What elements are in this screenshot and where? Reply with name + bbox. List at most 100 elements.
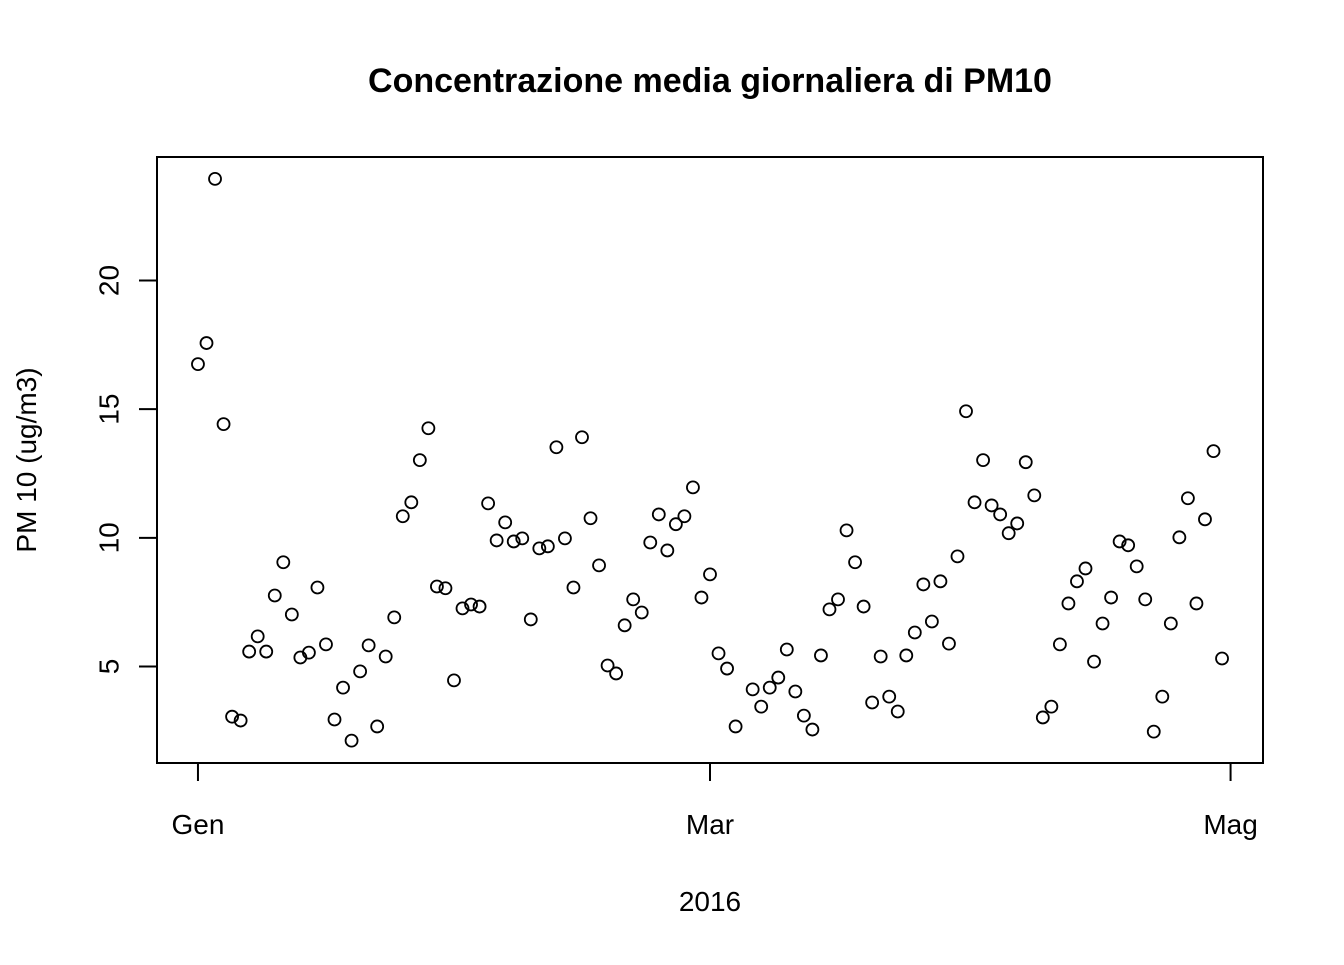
point <box>916 577 931 592</box>
point <box>438 581 453 596</box>
point <box>1138 592 1153 607</box>
point <box>1070 574 1084 589</box>
point <box>634 605 649 620</box>
y-tick-label: 15 <box>93 394 124 425</box>
point <box>583 511 598 526</box>
chart-title: Concentrazione media giornaliera di PM10 <box>368 62 1052 100</box>
point <box>421 421 436 436</box>
point <box>481 496 496 511</box>
x-tick-label: Mar <box>686 809 734 840</box>
point <box>856 599 871 614</box>
point <box>1146 724 1161 739</box>
point <box>1010 516 1025 531</box>
point <box>822 602 837 617</box>
y-tick-label: 5 <box>93 659 124 675</box>
point <box>1129 559 1144 574</box>
point <box>882 689 897 704</box>
point <box>1018 455 1033 470</box>
point <box>327 712 342 727</box>
point <box>191 357 205 372</box>
point <box>899 648 914 663</box>
point <box>626 592 641 607</box>
point <box>728 719 743 734</box>
point <box>1001 526 1016 541</box>
point <box>412 453 427 468</box>
point <box>1061 596 1076 611</box>
plot-frame <box>156 156 1264 764</box>
y-tick-label: 20 <box>93 265 124 296</box>
point <box>250 629 265 644</box>
point <box>907 625 922 640</box>
point <box>950 549 965 564</box>
point <box>959 404 973 419</box>
x-tick-label: Mag <box>1203 809 1257 840</box>
point <box>532 541 547 556</box>
point <box>310 580 325 595</box>
point <box>361 638 376 653</box>
point <box>711 646 726 661</box>
point <box>933 574 948 589</box>
point <box>302 645 316 660</box>
point <box>745 682 760 697</box>
point <box>344 733 359 748</box>
point <box>208 171 222 186</box>
point <box>720 661 734 676</box>
point <box>788 684 803 699</box>
point <box>762 680 777 695</box>
point <box>506 534 521 549</box>
point <box>924 614 939 629</box>
y-axis-label: PM 10 (ug/m3) <box>11 367 42 552</box>
point <box>353 664 368 679</box>
point <box>276 555 291 570</box>
point <box>600 658 615 673</box>
point <box>455 601 470 616</box>
point <box>233 713 248 728</box>
point <box>592 558 606 573</box>
point <box>984 498 999 513</box>
point <box>694 590 709 605</box>
point <box>199 336 214 350</box>
point <box>814 648 828 663</box>
point <box>643 535 658 550</box>
y-tick-label: 10 <box>93 522 124 553</box>
point <box>284 607 299 622</box>
point <box>873 649 888 664</box>
point <box>865 695 880 710</box>
point <box>447 673 461 688</box>
point <box>549 440 564 455</box>
point <box>387 610 402 625</box>
point <box>378 649 393 664</box>
point <box>1121 538 1136 553</box>
point <box>805 722 820 737</box>
point <box>890 704 905 719</box>
point <box>558 531 572 546</box>
point <box>242 644 257 659</box>
point <box>515 531 530 546</box>
point <box>779 642 794 657</box>
point <box>677 509 692 524</box>
point <box>993 507 1008 522</box>
point <box>754 699 769 714</box>
x-tick-label: Gen <box>171 809 224 840</box>
point <box>967 495 982 510</box>
point <box>1052 637 1067 652</box>
point <box>489 533 504 548</box>
point <box>1087 654 1101 669</box>
point <box>796 708 811 723</box>
point <box>1215 651 1229 666</box>
point <box>225 709 239 724</box>
point <box>1206 444 1221 459</box>
point <box>395 509 410 524</box>
point <box>404 495 419 510</box>
point <box>1104 590 1118 605</box>
point <box>617 618 632 633</box>
point <box>1095 616 1110 631</box>
point <box>540 539 555 554</box>
point <box>523 612 538 627</box>
point <box>1035 710 1050 725</box>
point <box>609 666 624 681</box>
point <box>686 480 700 495</box>
point <box>1027 488 1042 503</box>
point <box>1172 530 1187 545</box>
